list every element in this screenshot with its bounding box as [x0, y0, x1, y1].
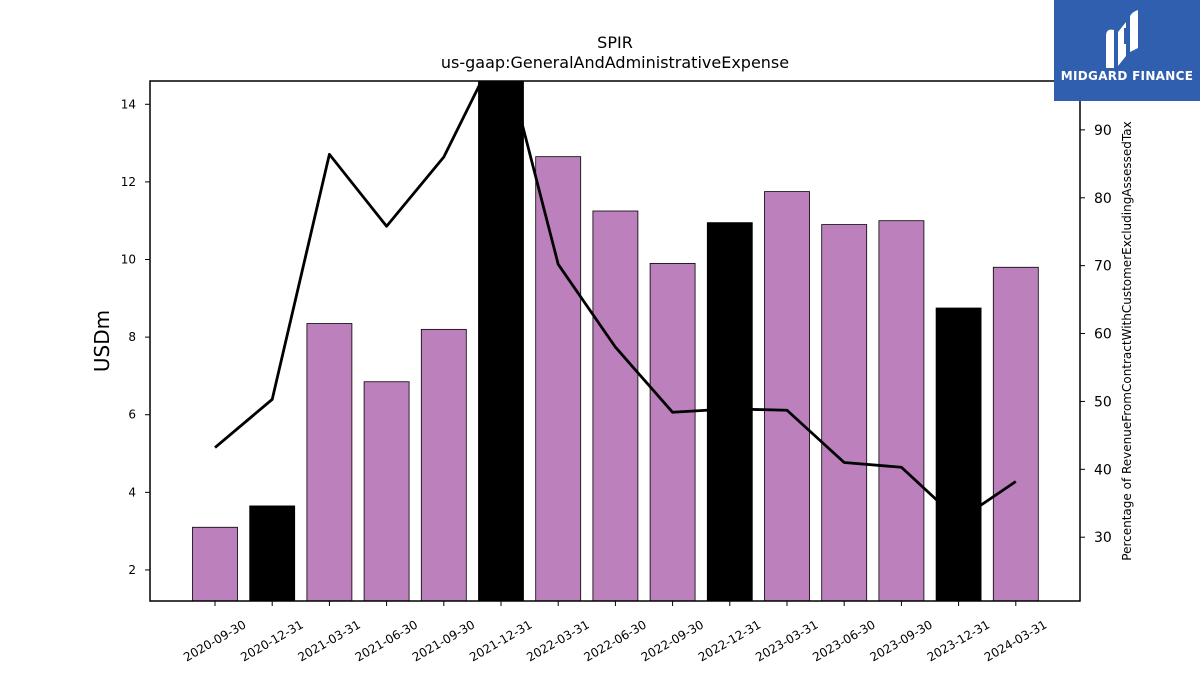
bar-2023-09-30: [878, 220, 925, 602]
bar-2022-12-31: [706, 222, 753, 602]
x-tick-label: 2024-03-31: [982, 617, 1049, 664]
bar-2022-06-30: [592, 210, 639, 602]
x-tick-label: 2023-03-31: [753, 617, 820, 664]
y2-tick-label: 60: [1094, 327, 1112, 343]
x-tick-label: 2022-12-31: [696, 617, 763, 664]
y-tick-label: 10: [121, 253, 136, 267]
bar-2023-06-30: [821, 224, 868, 602]
y-tick-label: 8: [128, 330, 136, 344]
y-axis-label: USDm: [90, 310, 114, 372]
y2-tick-label: 50: [1094, 394, 1112, 410]
x-tick-label: 2021-06-30: [353, 617, 420, 664]
bar-2023-03-31: [764, 191, 810, 602]
bar-2021-03-31: [306, 323, 353, 602]
x-tick-label: 2020-09-30: [181, 617, 248, 664]
bar-2021-06-30: [363, 381, 410, 602]
midgard-logo-icon: [1106, 10, 1138, 69]
y2-tick-label: 70: [1094, 259, 1112, 275]
y-tick-label: 2: [128, 563, 136, 577]
bar-2024-03-31: [992, 266, 1039, 602]
plot-area: 2 4 6 8 10 12 14 30 40 50 60 70 80 90 2020-09-302020-1…: [121, 80, 1112, 664]
percentage-line: [214, 81, 1017, 522]
logo: MIDGARD FINANCE: [1054, 0, 1200, 101]
chart-subtitle: us-gaap:GeneralAndAdministrativeExpense: [441, 53, 789, 72]
y-tick-label: 4: [128, 485, 136, 499]
y2-axis-label: Percentage of RevenueFromContractWithCus…: [1120, 121, 1134, 560]
y2-tick-label: 30: [1094, 530, 1112, 546]
x-tick-label: 2022-09-30: [639, 617, 706, 664]
logo-text: MIDGARD FINANCE: [1060, 69, 1194, 83]
y2-tick-label: 40: [1094, 462, 1112, 478]
bar-2022-09-30: [649, 262, 696, 602]
bar-2020-09-30: [192, 526, 238, 602]
y-tick-label: 6: [128, 408, 136, 422]
y-tick-label: 14: [121, 97, 136, 111]
y-tick-label: 12: [121, 175, 136, 189]
x-tick-label: 2023-09-30: [867, 617, 934, 664]
bar-2021-09-30: [420, 328, 467, 602]
x-tick-label: 2022-06-30: [581, 617, 648, 664]
y2-tick-label: 90: [1094, 123, 1112, 139]
x-tick-label: 2023-06-30: [810, 617, 877, 664]
bar-2023-12-31: [935, 307, 982, 602]
x-tick-label: 2022-03-31: [524, 617, 591, 664]
x-tick-label: 2020-12-31: [238, 617, 305, 664]
x-tick-label: 2021-12-31: [467, 617, 534, 664]
bar-2022-03-31: [535, 156, 582, 602]
x-tick-label: 2021-03-31: [295, 617, 362, 664]
chart-title: SPIR: [597, 33, 633, 52]
x-tick-label: 2023-12-31: [925, 617, 992, 664]
bar-2020-12-31: [249, 505, 296, 602]
x-tick-label: 2021-09-30: [410, 617, 477, 664]
bar-2021-12-31: [478, 80, 524, 602]
y2-tick-label: 80: [1094, 191, 1112, 207]
